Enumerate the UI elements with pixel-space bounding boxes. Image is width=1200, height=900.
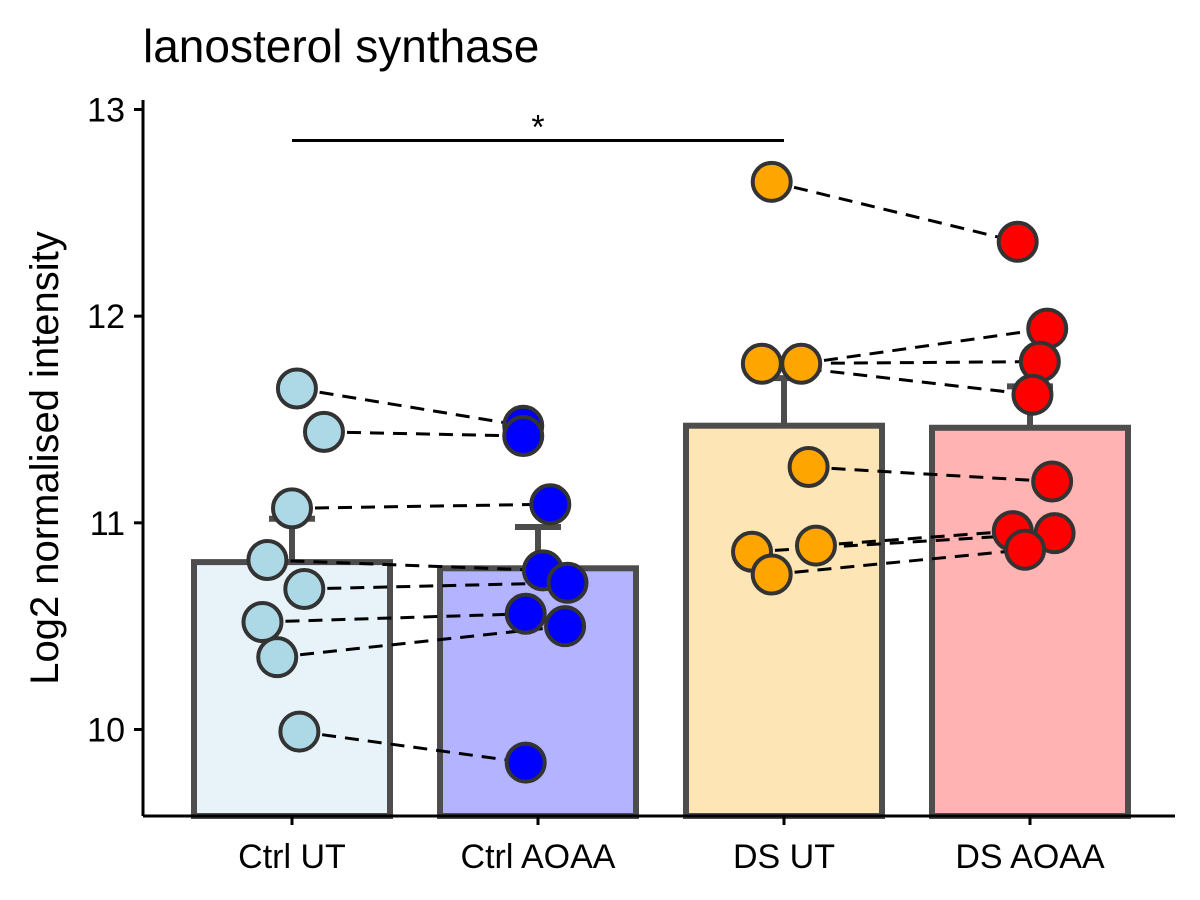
paired-line — [296, 387, 524, 428]
data-point — [504, 592, 547, 635]
paired-line — [801, 327, 1048, 366]
plot-area: 10 11 12 13 Ctrl UT Ctrl AOAA DS UT DS AOAA * — [87, 92, 1175, 876]
y-axis-label: Log2 normalised intensity — [23, 231, 67, 685]
data-point — [504, 741, 547, 784]
chart-title: lanosterol synthase — [143, 20, 539, 72]
x-tick-label: Ctrl AOAA — [461, 838, 616, 876]
data-point — [1031, 460, 1074, 503]
paired-line — [262, 612, 526, 624]
x-tick-label: DS AOAA — [955, 838, 1105, 876]
paired-line — [304, 581, 568, 591]
significance-label: * — [531, 109, 544, 147]
data-point — [502, 415, 545, 458]
x-tick-label: DS UT — [733, 838, 835, 876]
paired-line — [771, 180, 1019, 244]
data-point — [283, 567, 326, 610]
data-point — [529, 483, 572, 526]
data-point — [1011, 373, 1054, 416]
data-point — [780, 342, 823, 385]
y-tick-label: 11 — [90, 505, 125, 543]
data-point — [740, 342, 783, 385]
data-point — [787, 446, 830, 489]
data-point — [546, 561, 589, 604]
data-point — [256, 636, 299, 679]
y-tick-label: 10 — [87, 712, 125, 750]
data-point — [996, 220, 1039, 263]
bar-ds-aoaa — [929, 424, 1131, 819]
data-point — [750, 553, 793, 596]
data-point — [302, 410, 345, 453]
paired-line — [771, 548, 1026, 576]
paired-line — [808, 465, 1053, 483]
data-point — [544, 605, 587, 648]
y-tick-label: 13 — [87, 92, 125, 130]
paired-line — [299, 730, 526, 765]
bar-ds-ut — [683, 422, 885, 819]
data-point — [794, 524, 837, 567]
paired-line — [323, 430, 524, 438]
data-point — [750, 160, 793, 203]
data-point — [246, 539, 289, 582]
data-point — [241, 601, 284, 644]
paired-line — [291, 502, 551, 510]
x-tick-label: Ctrl UT — [238, 838, 346, 876]
data-point — [278, 710, 321, 753]
data-point — [275, 367, 318, 410]
data-point — [1004, 528, 1047, 571]
paired-line — [815, 529, 1013, 548]
data-point — [271, 487, 313, 530]
y-tick-label: 12 — [87, 298, 125, 336]
